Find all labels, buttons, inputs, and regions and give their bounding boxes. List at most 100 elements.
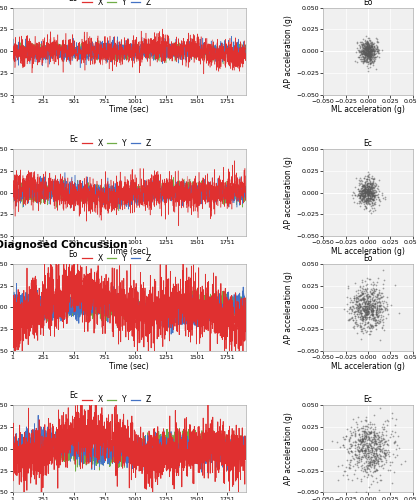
- Point: [366, 50, 372, 58]
- Point: [362, 305, 369, 313]
- Point: [359, 44, 366, 52]
- Point: [377, 438, 384, 446]
- Point: [357, 191, 364, 199]
- Point: [373, 456, 379, 464]
- Point: [364, 306, 371, 314]
- Point: [362, 51, 369, 59]
- Point: [369, 478, 376, 486]
- Point: [366, 44, 373, 52]
- Point: [372, 460, 379, 468]
- Point: [365, 451, 372, 459]
- Point: [364, 310, 371, 318]
- Point: [365, 58, 372, 66]
- Point: [363, 328, 369, 336]
- Point: [364, 46, 371, 54]
- Point: [373, 474, 380, 482]
- Point: [370, 296, 377, 304]
- Point: [354, 298, 360, 306]
- Point: [374, 48, 381, 56]
- Point: [367, 55, 374, 63]
- Point: [357, 327, 364, 335]
- Point: [368, 46, 375, 54]
- Point: [359, 462, 365, 469]
- Point: [360, 428, 367, 436]
- Point: [363, 188, 370, 196]
- Point: [378, 436, 385, 444]
- Point: [365, 182, 372, 190]
- Point: [369, 290, 376, 298]
- Point: [348, 430, 355, 438]
- Point: [367, 50, 374, 58]
- Title: Ec: Ec: [364, 396, 372, 404]
- Point: [359, 299, 366, 307]
- Point: [358, 188, 364, 196]
- Point: [360, 50, 367, 58]
- Point: [357, 296, 363, 304]
- Point: [379, 464, 386, 472]
- Point: [356, 456, 362, 464]
- Point: [362, 50, 368, 58]
- Point: [364, 304, 370, 312]
- Point: [362, 449, 368, 457]
- Point: [356, 442, 362, 450]
- Point: [368, 463, 374, 471]
- Point: [356, 448, 363, 456]
- Point: [362, 316, 369, 324]
- Point: [371, 174, 378, 182]
- Point: [367, 60, 374, 68]
- Point: [363, 197, 369, 205]
- Point: [362, 312, 368, 320]
- Point: [371, 48, 377, 56]
- Point: [364, 186, 371, 194]
- Point: [364, 44, 371, 52]
- Point: [359, 312, 365, 320]
- Point: [365, 192, 372, 200]
- Point: [372, 310, 379, 318]
- Point: [359, 305, 366, 313]
- Point: [363, 195, 369, 203]
- Point: [366, 200, 373, 208]
- Point: [352, 307, 358, 315]
- Point: [375, 316, 382, 324]
- Point: [361, 174, 368, 182]
- Point: [356, 283, 363, 291]
- Point: [362, 184, 368, 192]
- Point: [370, 438, 377, 446]
- Point: [363, 439, 369, 447]
- Point: [360, 200, 367, 208]
- Point: [370, 292, 377, 300]
- Point: [379, 439, 386, 447]
- Point: [373, 451, 380, 459]
- Point: [377, 299, 384, 307]
- Point: [358, 185, 364, 193]
- Point: [361, 451, 368, 459]
- Point: [384, 306, 391, 314]
- Point: [360, 451, 367, 459]
- Point: [359, 314, 365, 322]
- Point: [368, 42, 375, 50]
- Point: [365, 470, 372, 478]
- Point: [354, 296, 361, 304]
- Point: [360, 434, 367, 442]
- Point: [377, 294, 384, 302]
- Point: [370, 196, 377, 204]
- Point: [373, 306, 379, 314]
- Point: [365, 450, 372, 458]
- Point: [372, 422, 379, 430]
- Point: [359, 290, 366, 298]
- Point: [375, 430, 382, 438]
- Point: [361, 184, 368, 192]
- Point: [379, 308, 385, 316]
- Point: [363, 304, 369, 312]
- Point: [369, 189, 375, 197]
- Point: [372, 316, 379, 324]
- Point: [364, 185, 371, 193]
- Point: [368, 58, 375, 66]
- Point: [347, 434, 353, 442]
- Point: [368, 458, 375, 466]
- Point: [369, 47, 376, 55]
- Point: [391, 438, 397, 446]
- Point: [372, 308, 379, 316]
- Point: [355, 446, 362, 454]
- Point: [364, 300, 371, 308]
